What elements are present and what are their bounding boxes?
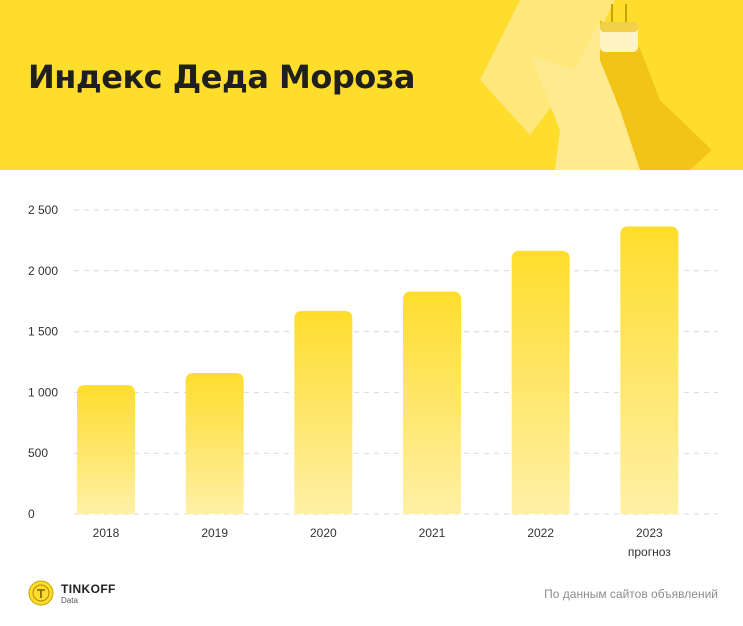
star-ornament-illustration	[480, 0, 712, 170]
bar-2021	[403, 291, 461, 514]
bars	[77, 226, 679, 514]
brand-sub: Data	[61, 596, 78, 605]
bar-chart: 0 500 1 000 1 500 2 000 2 500 2018 2019 2020 202…	[28, 203, 718, 559]
x-tick-label: 2019	[201, 526, 228, 540]
x-tick-label: 2022	[527, 526, 554, 540]
tinkoff-emblem-icon	[28, 580, 54, 606]
y-tick-label: 500	[28, 446, 48, 460]
y-tick-label: 1 000	[28, 385, 58, 399]
bar-2022	[511, 250, 570, 514]
bar-2019	[185, 372, 244, 514]
bar-2018	[77, 385, 135, 514]
header-banner: Индекс Деда Мороза	[0, 0, 743, 170]
chart-title: Индекс Деда Мороза	[28, 58, 415, 96]
y-tick-label: 2 500	[28, 203, 58, 217]
grid-lines	[74, 209, 718, 515]
x-tick-note: прогноз	[628, 545, 671, 559]
x-tick-label: 2023	[636, 526, 663, 540]
x-axis-ticks: 2018 2019 2020 2021 2022 2023 прогноз	[93, 526, 672, 559]
brand-name: TINKOFF	[61, 582, 116, 596]
x-tick-label: 2020	[310, 526, 337, 540]
source-note: По данным сайтов объявлений	[544, 587, 718, 601]
bar-2020	[294, 310, 353, 514]
tinkoff-logo: TINKOFF Data	[28, 580, 138, 610]
y-tick-label: 0	[28, 507, 35, 521]
y-tick-label: 2 000	[28, 264, 58, 278]
y-tick-label: 1 500	[28, 325, 58, 339]
bar-2023	[620, 226, 679, 514]
x-tick-label: 2021	[419, 526, 446, 540]
x-tick-label: 2018	[93, 526, 120, 540]
y-axis-ticks: 0 500 1 000 1 500 2 000 2 500	[28, 203, 58, 521]
